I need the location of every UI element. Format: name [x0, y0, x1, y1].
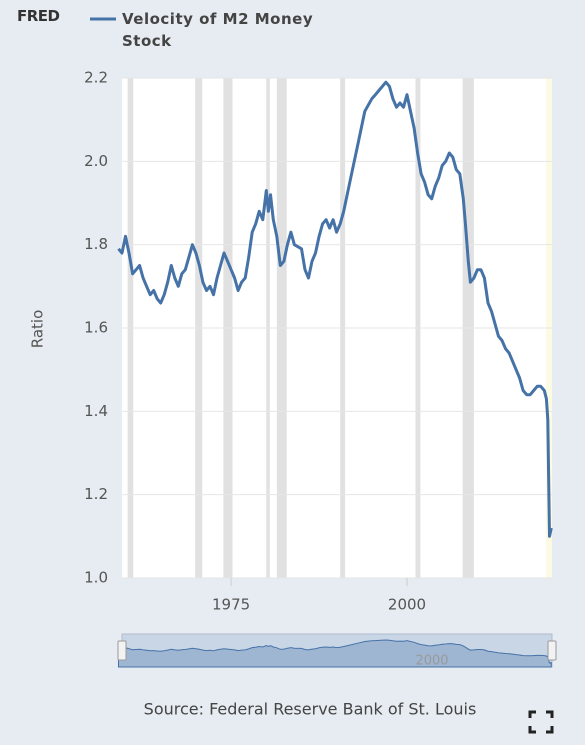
x-tick-label: 1975	[212, 596, 250, 614]
navigator-handle	[117, 640, 127, 661]
logo[interactable]: FRED	[17, 7, 60, 25]
y-tick-label: 2.0	[84, 152, 108, 170]
fullscreen-icon[interactable]	[528, 710, 554, 734]
navigator-tick-label: 2000	[415, 654, 448, 669]
y-tick-label: 1.8	[84, 235, 108, 253]
y-tick-label: 1.2	[84, 485, 108, 503]
y-tick-label: 2.2	[84, 69, 108, 87]
navigator-area	[117, 639, 552, 668]
y-tick-label: 1.0	[84, 569, 108, 587]
y-tick-label: 1.4	[84, 402, 108, 420]
y-tick-label: 1.6	[84, 319, 108, 337]
source: Source: Federal Reserve Bank of St. Loui…	[144, 700, 477, 719]
y-axis-label: Ratio	[29, 310, 47, 349]
series-line	[117, 80, 553, 538]
legend-entry[interactable]: Velocity of M2 Money Stock	[122, 10, 314, 50]
x-tick-label: 2000	[388, 596, 426, 614]
navigator-handle	[547, 640, 557, 661]
